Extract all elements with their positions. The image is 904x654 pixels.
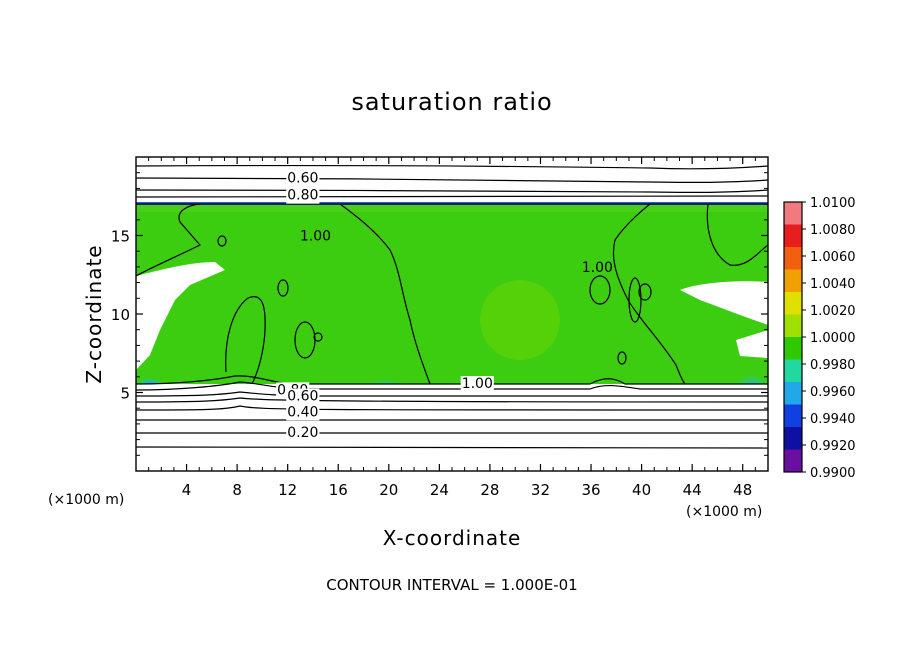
dry-lower-region: [136, 384, 768, 471]
warm-region: [480, 280, 560, 360]
y-tick-label: 15: [111, 228, 130, 246]
contour-line: [135, 189, 769, 193]
x-tick-label: 8: [232, 481, 242, 499]
colorbar-label: 1.0080: [810, 223, 856, 238]
x-tick-label: 40: [632, 481, 651, 499]
x-tick-label: 44: [683, 481, 702, 499]
colorbar-swatch: [784, 337, 802, 360]
y-tick-label: 5: [120, 385, 130, 403]
colorbar-label: 1.0100: [810, 196, 856, 211]
contour-line: [339, 203, 431, 385]
x-axis-ticks: 4 8 12 16 20 24 28 32 36 40 44 48: [148, 157, 756, 499]
x-axis-label: X-coordinate: [382, 526, 522, 550]
layer-top-band: [136, 204, 768, 212]
colorbar-swatch: [784, 202, 802, 225]
colorbar-label: 0.9960: [810, 385, 856, 400]
x-tick-label: 36: [581, 481, 600, 499]
colorbar-swatch: [784, 382, 802, 405]
colorbar: 1.0100 1.0080 1.0060 1.0040 1.0020 1.0000 0.99…: [783, 196, 856, 481]
contour-line: [225, 296, 266, 385]
contour-line: [135, 195, 769, 198]
colorbar-label: 0.9900: [810, 466, 856, 481]
contour-label-background: [286, 388, 320, 405]
x-tick-label: 16: [329, 481, 348, 499]
colorbar-label: 0.9980: [810, 358, 856, 373]
contour-line: [135, 397, 769, 403]
contour-line: [612, 203, 686, 385]
colorbar-label: 1.0040: [810, 277, 856, 292]
saturation-field: [136, 157, 768, 471]
contour-line: [589, 275, 611, 305]
colorbar-swatch: [784, 404, 802, 428]
contour-line: [617, 351, 627, 365]
colorbar-swatch: [784, 427, 802, 450]
contour-line: [628, 277, 642, 323]
contour-line: [313, 332, 323, 342]
colorbar-swatch: [784, 224, 802, 248]
colorbar-label: 1.0060: [810, 250, 856, 265]
contour-line: [135, 381, 768, 391]
dry-patch: [736, 330, 768, 358]
contour-label: 1.00: [462, 376, 493, 392]
x-tick-label: 12: [278, 481, 297, 499]
colorbar-swatch: [784, 247, 802, 270]
contour-label: 1.00: [582, 260, 613, 276]
contour-label: 0.60: [287, 170, 318, 186]
colorbar-label: 0.9920: [810, 439, 856, 454]
y-axis-ticks: 5 10 15: [111, 172, 768, 456]
x-tick-label: 28: [480, 481, 499, 499]
y-tick-label: 10: [111, 306, 130, 324]
contour-line: [135, 177, 769, 183]
contour-label: 1.00: [300, 229, 331, 245]
x-unit-label-left: (×1000 m): [48, 492, 125, 508]
colorbar-label: 1.0000: [810, 331, 856, 346]
dry-patch: [680, 281, 768, 325]
colorbar-swatch: [784, 292, 802, 315]
moist-layer: [136, 204, 768, 384]
colorbar-label: 1.0020: [810, 304, 856, 319]
contour-labels: 0.600.801.001.001.000.800.600.400.20: [276, 170, 613, 441]
chart-title: saturation ratio: [351, 88, 553, 116]
x-tick-label: 20: [379, 481, 398, 499]
contour-line: [638, 283, 652, 301]
contour-line: [135, 405, 769, 411]
contour-label-background: [460, 376, 494, 393]
contour-line: [277, 279, 289, 297]
colorbar-swatch: [784, 314, 802, 338]
contour-label-background: [286, 187, 320, 204]
x-tick-label: 4: [182, 481, 192, 499]
colorbar-swatch: [784, 449, 802, 473]
contour-label-background: [286, 170, 320, 187]
colorbar-swatch: [784, 359, 802, 383]
x-tick-label: 48: [733, 481, 752, 499]
colorbar-label: 0.9940: [810, 412, 856, 427]
contour-line: [135, 203, 201, 277]
dry-patch: [136, 262, 225, 370]
contour-label-background: [286, 404, 320, 421]
contour-label: 0.20: [287, 425, 318, 441]
contour-label: 0.40: [287, 404, 318, 420]
contour-line: [135, 375, 768, 385]
x-tick-label: 32: [531, 481, 550, 499]
x-unit-label-right: (×1000 m): [686, 504, 763, 520]
contour-label: 0.80: [287, 188, 318, 204]
colorbar-swatch: [784, 269, 802, 293]
contour-interval-note: CONTOUR INTERVAL = 1.000E-01: [326, 576, 578, 594]
contour-label: 0.60: [287, 389, 318, 405]
contour-line: [217, 235, 227, 247]
contour-line: [706, 203, 769, 266]
contour-label-background: [286, 424, 320, 441]
contour-line: [135, 165, 769, 170]
x-tick-label: 24: [430, 481, 449, 499]
